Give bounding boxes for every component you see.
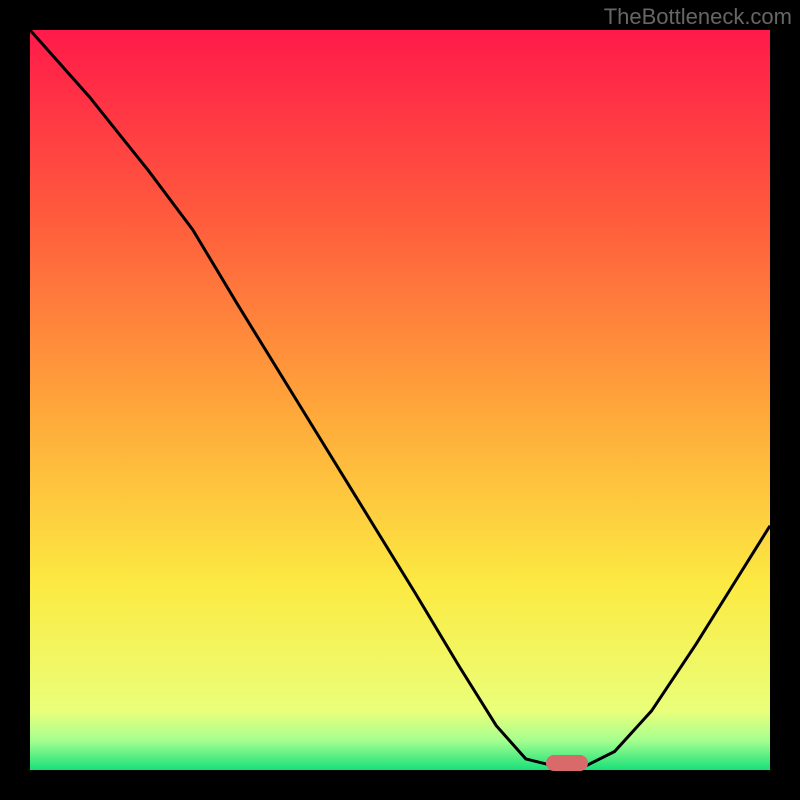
optimal-marker — [546, 755, 588, 771]
curve-svg — [30, 30, 770, 770]
watermark-text: TheBottleneck.com — [604, 4, 792, 30]
plot-area — [30, 30, 770, 770]
curve-path — [30, 30, 770, 766]
